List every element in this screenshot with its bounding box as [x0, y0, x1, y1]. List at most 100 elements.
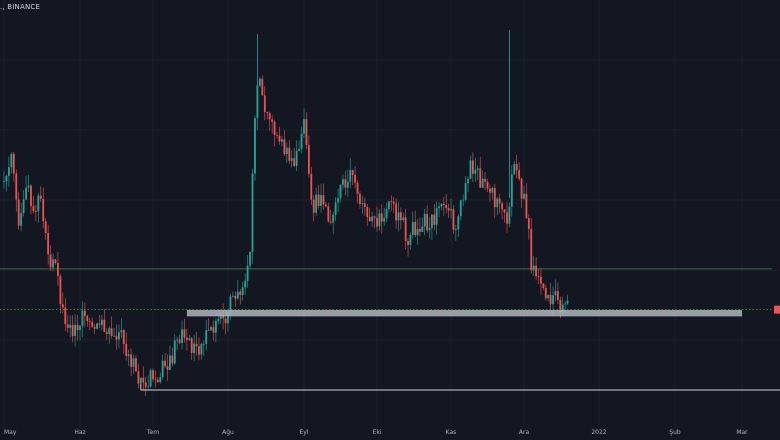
- x-tick-label: Eyl: [299, 429, 308, 436]
- candle-body: [61, 304, 64, 308]
- candle-body: [513, 164, 516, 175]
- candle-body: [273, 121, 276, 135]
- candle-body: [249, 251, 251, 266]
- candle-body: [409, 234, 412, 245]
- candle-body: [15, 173, 18, 200]
- candle-body: [454, 229, 457, 231]
- candle-body: [258, 78, 261, 86]
- candle-body: [523, 193, 525, 199]
- candle-body: [122, 330, 125, 344]
- candle-body: [426, 213, 429, 231]
- candle-body: [30, 185, 32, 207]
- candle-body: [127, 354, 130, 356]
- candle-body: [135, 358, 137, 372]
- candle-body: [416, 228, 419, 236]
- candle-body: [83, 310, 86, 316]
- candle-body: [317, 194, 320, 206]
- grid: [0, 0, 780, 428]
- support-zone-rectangle[interactable]: [186, 310, 742, 317]
- candle-body: [363, 203, 366, 207]
- candle-body: [227, 312, 229, 324]
- candle-body: [561, 304, 564, 313]
- x-tick-label: 2022: [591, 429, 606, 436]
- candle-body: [166, 366, 169, 370]
- symbol-exchange-label: ., BINANCE: [0, 3, 41, 11]
- candle-body: [469, 160, 472, 179]
- candle-body: [356, 182, 359, 194]
- candle-body: [423, 213, 426, 227]
- candle-body: [195, 343, 198, 347]
- candle-body: [447, 208, 450, 211]
- candle-body: [433, 214, 436, 225]
- candle-body: [79, 325, 81, 331]
- candle-body: [57, 262, 59, 277]
- candle-body: [552, 295, 554, 305]
- candle-body: [34, 211, 37, 212]
- candle-body: [39, 195, 42, 199]
- candle-body: [395, 203, 397, 221]
- candle-body: [295, 150, 298, 167]
- candle-body: [88, 320, 91, 322]
- candle-body: [86, 315, 89, 321]
- candle-body: [178, 339, 181, 343]
- candle-body: [190, 338, 193, 353]
- candle-body: [530, 229, 533, 271]
- candle-body: [266, 112, 269, 114]
- candle-body: [288, 147, 291, 161]
- x-tick-label: Ara: [519, 429, 530, 436]
- candle-body: [217, 318, 220, 321]
- candle-body: [164, 360, 166, 367]
- candle-body: [351, 170, 354, 175]
- candle-body: [200, 343, 203, 355]
- candle-body: [419, 228, 421, 232]
- candle-body: [518, 170, 521, 179]
- candle-body: [103, 319, 106, 332]
- candle-body: [256, 85, 259, 119]
- time-axis: May Haz Tem Ağu Eyl Eki Kas Ara 2022 Şub Mar: [4, 429, 748, 436]
- candle-body: [76, 324, 79, 331]
- candle-body: [435, 208, 438, 225]
- candle-body: [108, 328, 111, 335]
- candle-body: [535, 265, 537, 277]
- candle-body: [20, 213, 23, 226]
- candle-body: [486, 181, 489, 189]
- candle-body: [489, 188, 491, 193]
- candle-body: [361, 203, 364, 205]
- candle-body: [212, 327, 215, 333]
- candle-body: [431, 214, 433, 228]
- candlesticks: [3, 30, 569, 396]
- candle-body: [368, 217, 371, 222]
- x-tick-label: Mar: [736, 429, 748, 436]
- candle-body: [491, 188, 494, 193]
- drawings[interactable]: [140, 305, 780, 391]
- candle-body: [498, 198, 501, 204]
- candle-body: [120, 330, 123, 333]
- candle-body: [303, 119, 305, 134]
- candle-body: [91, 321, 94, 327]
- candle-body: [261, 78, 264, 96]
- candle-body: [467, 178, 469, 184]
- candle-body: [115, 335, 118, 340]
- candle-body: [281, 139, 283, 142]
- x-tick-label: Haz: [74, 429, 85, 436]
- candle-body: [285, 147, 288, 155]
- candle-body: [407, 240, 409, 245]
- candle-body: [496, 198, 499, 208]
- candle-body: [300, 133, 303, 149]
- candle-body: [322, 195, 325, 205]
- candle-body: [44, 221, 47, 233]
- candle-body: [69, 324, 72, 328]
- candle-body: [234, 295, 237, 299]
- candle-body: [271, 119, 274, 122]
- candle-body: [224, 318, 227, 324]
- candle-body: [459, 200, 462, 217]
- candle-body: [440, 203, 443, 207]
- candle-body: [193, 343, 196, 353]
- candle-body: [169, 355, 171, 370]
- candle-body: [307, 145, 310, 174]
- candle-body: [404, 217, 407, 241]
- candle-body: [383, 218, 386, 222]
- price-tag-marker[interactable]: [774, 305, 780, 314]
- candle-body: [173, 340, 176, 364]
